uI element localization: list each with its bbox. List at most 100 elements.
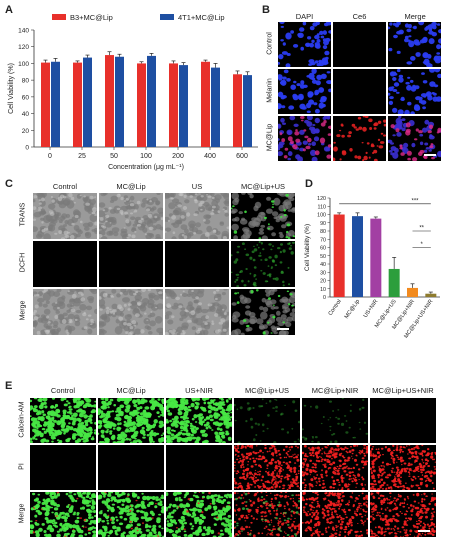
d-significance-label: * <box>420 242 423 248</box>
c-micrograph <box>165 241 229 287</box>
c-column-label: MC@Lip <box>116 182 146 191</box>
c-row-label: DCFH <box>19 252 27 273</box>
e-micrograph-texture <box>234 398 300 443</box>
a-bar <box>243 75 252 147</box>
b-micrograph <box>388 116 441 161</box>
e-micrograph-texture <box>234 492 300 537</box>
a-x-axis-label: Concentration (μg mL⁻¹) <box>108 164 184 171</box>
c-micrograph-texture <box>165 241 229 287</box>
e-column-label: MC@Lip+NIR <box>311 386 359 395</box>
b-micrograph <box>388 69 441 114</box>
c-micrograph <box>99 241 163 287</box>
panel-c-letter: C <box>5 178 13 190</box>
a-bar <box>233 74 242 147</box>
a-y-tick-label: 100 <box>18 61 29 68</box>
e-micrograph <box>370 492 436 537</box>
b-row-label: Control <box>266 31 274 55</box>
c-row-label: TRANS <box>19 202 27 227</box>
b-micrograph <box>388 22 441 67</box>
e-column-label: US+NIR <box>185 386 213 395</box>
e-micrograph-texture <box>166 492 232 537</box>
a-bar <box>147 55 156 147</box>
e-micrograph-texture <box>370 492 436 537</box>
a-legend-swatch <box>52 14 66 20</box>
d-bar <box>352 216 363 297</box>
a-bar <box>169 63 178 147</box>
b-micrograph-texture <box>388 22 441 67</box>
e-column-label: MC@Lip <box>116 386 146 395</box>
panel-b-letter: B <box>262 4 270 16</box>
e-micrograph <box>166 492 232 537</box>
c-micrograph <box>165 193 229 239</box>
a-bar <box>41 62 50 147</box>
e-micrograph-texture <box>370 445 436 490</box>
a-x-tick-label: 200 <box>172 153 184 160</box>
d-y-tick-label: 110 <box>318 204 326 210</box>
c-micrograph-texture <box>165 289 229 335</box>
a-bar <box>211 67 220 147</box>
e-micrograph-texture <box>30 492 96 537</box>
a-bar <box>51 61 60 147</box>
e-micrograph-texture <box>370 398 436 443</box>
a-bar <box>105 55 114 148</box>
d-x-tick-label: Control <box>328 299 343 317</box>
b-micrograph <box>278 22 331 67</box>
e-micrograph-texture <box>302 398 368 443</box>
e-micrograph-texture <box>30 398 96 443</box>
c-row-label: Merge <box>19 300 27 321</box>
e-micrograph <box>302 398 368 443</box>
e-micrograph-texture <box>302 445 368 490</box>
e-micrograph-texture <box>98 445 164 490</box>
e-micrograph-texture <box>98 492 164 537</box>
panel-d-letter: D <box>305 178 313 190</box>
d-y-tick-label: 30 <box>320 270 326 276</box>
b-scale-bar <box>424 154 436 156</box>
a-x-tick-label: 25 <box>78 153 86 160</box>
e-row-label: PI <box>18 462 26 470</box>
a-y-tick-label: 20 <box>22 128 30 135</box>
a-x-tick-label: 50 <box>110 153 118 160</box>
a-y-tick-label: 0 <box>25 145 29 152</box>
c-micrograph-texture <box>99 289 163 335</box>
d-y-tick-label: 80 <box>320 229 326 235</box>
d-bar <box>388 268 400 297</box>
c-column-label: MC@Lip+US <box>240 182 286 191</box>
c-micrograph-texture <box>165 193 229 239</box>
d-y-tick-label: 70 <box>320 237 326 243</box>
c-micrograph-texture <box>231 193 295 239</box>
e-micrograph <box>370 445 436 490</box>
e-micrograph <box>98 398 164 443</box>
d-x-tick-label: US+NIR <box>363 299 380 319</box>
a-x-tick-label: 0 <box>48 153 52 160</box>
a-bar <box>73 62 82 147</box>
c-column-label: US <box>191 182 203 191</box>
b-column-label: Merge <box>404 12 426 21</box>
c-micrograph-texture <box>33 241 97 287</box>
d-y-tick-label: 60 <box>320 246 326 252</box>
a-bar <box>179 65 188 147</box>
b-micrograph-texture <box>278 69 331 114</box>
c-micrograph-texture <box>33 193 97 239</box>
b-micrograph <box>333 69 386 114</box>
panel-a-chart: 0 20 40 60 80 100 120 140 Cell Viability (%) 0 25 5… <box>8 13 258 171</box>
b-micrograph <box>333 116 386 161</box>
d-y-tick-label: 20 <box>320 279 326 285</box>
a-bar <box>115 56 124 147</box>
a-bar <box>137 63 146 147</box>
c-micrograph-texture <box>231 289 295 335</box>
c-micrograph <box>231 193 295 239</box>
b-micrograph-texture <box>333 116 386 161</box>
e-micrograph <box>166 398 232 443</box>
a-x-tick-label: 400 <box>204 153 216 160</box>
e-micrograph <box>30 445 96 490</box>
d-bar <box>407 287 418 297</box>
d-y-axis-label: Cell Viability (%) <box>304 224 311 271</box>
a-y-axis-label: Cell Viability (%) <box>8 63 15 114</box>
a-bar <box>201 61 210 147</box>
e-micrograph <box>98 492 164 537</box>
b-column-label: DAPI <box>295 12 314 21</box>
panel-e-letter: E <box>5 380 13 392</box>
a-y-tick-label: 80 <box>22 78 30 85</box>
e-column-label: MC@Lip+US <box>244 386 290 395</box>
e-micrograph <box>30 492 96 537</box>
